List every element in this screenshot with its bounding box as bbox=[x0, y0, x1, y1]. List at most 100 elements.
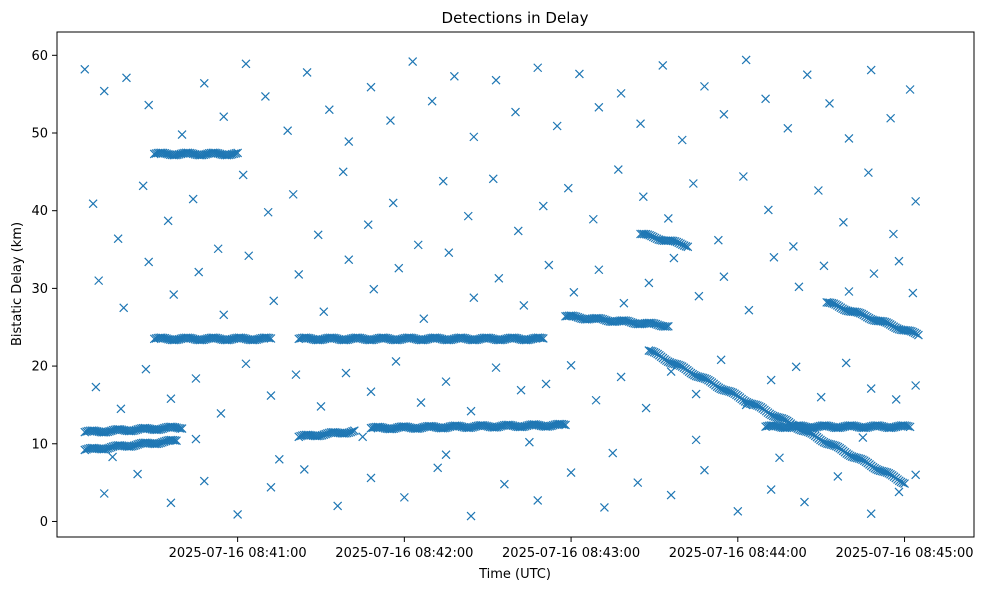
data-point bbox=[566, 360, 576, 370]
data-point bbox=[188, 194, 198, 204]
data-point bbox=[135, 439, 144, 449]
data-point bbox=[819, 261, 829, 271]
data-point bbox=[691, 389, 701, 399]
data-point bbox=[866, 65, 876, 75]
data-point bbox=[821, 421, 830, 430]
data-point bbox=[167, 422, 176, 432]
data-point bbox=[116, 404, 126, 414]
data-point bbox=[441, 377, 451, 387]
data-point bbox=[215, 149, 225, 159]
data-point bbox=[519, 422, 528, 432]
data-point bbox=[478, 420, 488, 430]
data-point bbox=[392, 335, 401, 345]
data-point bbox=[677, 135, 687, 145]
data-point bbox=[391, 356, 401, 366]
data-point bbox=[563, 183, 573, 193]
data-point bbox=[99, 444, 109, 454]
data-point bbox=[185, 148, 195, 158]
data-point bbox=[891, 395, 901, 404]
data-point bbox=[250, 335, 260, 345]
data-point bbox=[238, 170, 248, 180]
data-point bbox=[873, 421, 883, 431]
data-point bbox=[383, 334, 393, 343]
data-point bbox=[666, 490, 676, 500]
data-point bbox=[566, 311, 576, 321]
data-point bbox=[891, 422, 901, 432]
data-point bbox=[82, 427, 91, 436]
y-tick-label: 20 bbox=[31, 360, 48, 375]
data-point bbox=[782, 423, 792, 433]
data-point bbox=[838, 217, 848, 227]
data-point bbox=[662, 322, 671, 331]
data-point bbox=[315, 335, 325, 345]
data-point bbox=[163, 334, 173, 344]
data-point bbox=[771, 421, 781, 431]
data-point bbox=[441, 450, 451, 460]
data-point bbox=[783, 123, 793, 133]
data-point bbox=[90, 426, 100, 436]
data-point bbox=[395, 335, 405, 344]
data-point bbox=[616, 88, 626, 98]
data-point bbox=[211, 148, 221, 158]
data-point bbox=[761, 422, 771, 432]
data-point bbox=[408, 57, 418, 66]
data-point bbox=[302, 67, 312, 77]
data-point bbox=[176, 149, 186, 159]
data-point bbox=[535, 333, 545, 343]
data-point bbox=[152, 439, 162, 449]
data-point bbox=[454, 421, 464, 431]
data-point bbox=[122, 73, 131, 83]
data-point bbox=[763, 205, 773, 215]
data-point bbox=[399, 422, 409, 431]
data-point bbox=[316, 402, 326, 411]
y-axis-label: Bistatic Delay (km) bbox=[10, 222, 25, 346]
data-point bbox=[719, 272, 729, 282]
data-point bbox=[492, 422, 502, 432]
data-point bbox=[166, 498, 176, 508]
data-point bbox=[241, 59, 251, 69]
data-point bbox=[822, 421, 832, 431]
data-point bbox=[170, 435, 180, 445]
data-point bbox=[197, 335, 207, 345]
data-point bbox=[816, 392, 826, 402]
data-point bbox=[440, 423, 450, 433]
data-point bbox=[199, 78, 209, 88]
data-point bbox=[466, 511, 476, 521]
data-point bbox=[488, 174, 498, 184]
data-point bbox=[80, 64, 90, 74]
data-point bbox=[248, 335, 258, 345]
data-point bbox=[774, 413, 783, 423]
data-point bbox=[392, 423, 402, 433]
data-point bbox=[868, 315, 877, 325]
data-point bbox=[526, 334, 536, 344]
data-point bbox=[171, 150, 180, 160]
data-point bbox=[413, 424, 423, 433]
data-point bbox=[524, 335, 534, 345]
data-point bbox=[344, 334, 354, 344]
data-point bbox=[506, 420, 516, 430]
data-point bbox=[903, 421, 913, 431]
data-point bbox=[353, 333, 363, 343]
data-point bbox=[460, 333, 470, 343]
data-point bbox=[505, 420, 514, 430]
data-point bbox=[294, 269, 304, 279]
data-point bbox=[283, 126, 293, 136]
data-point bbox=[463, 211, 473, 221]
data-point bbox=[306, 334, 316, 344]
data-point bbox=[394, 263, 404, 273]
data-point bbox=[88, 199, 98, 209]
data-point bbox=[517, 422, 527, 432]
data-point bbox=[844, 134, 854, 143]
data-point bbox=[719, 109, 729, 119]
data-point bbox=[663, 321, 673, 331]
data-point bbox=[716, 355, 726, 365]
data-point bbox=[700, 465, 709, 475]
data-point bbox=[849, 421, 859, 431]
data-point bbox=[458, 333, 468, 343]
data-point bbox=[149, 334, 159, 344]
data-point bbox=[519, 301, 529, 310]
y-tick-label: 0 bbox=[40, 515, 48, 530]
data-point bbox=[784, 423, 793, 432]
data-point bbox=[429, 422, 439, 432]
data-point bbox=[252, 335, 262, 344]
